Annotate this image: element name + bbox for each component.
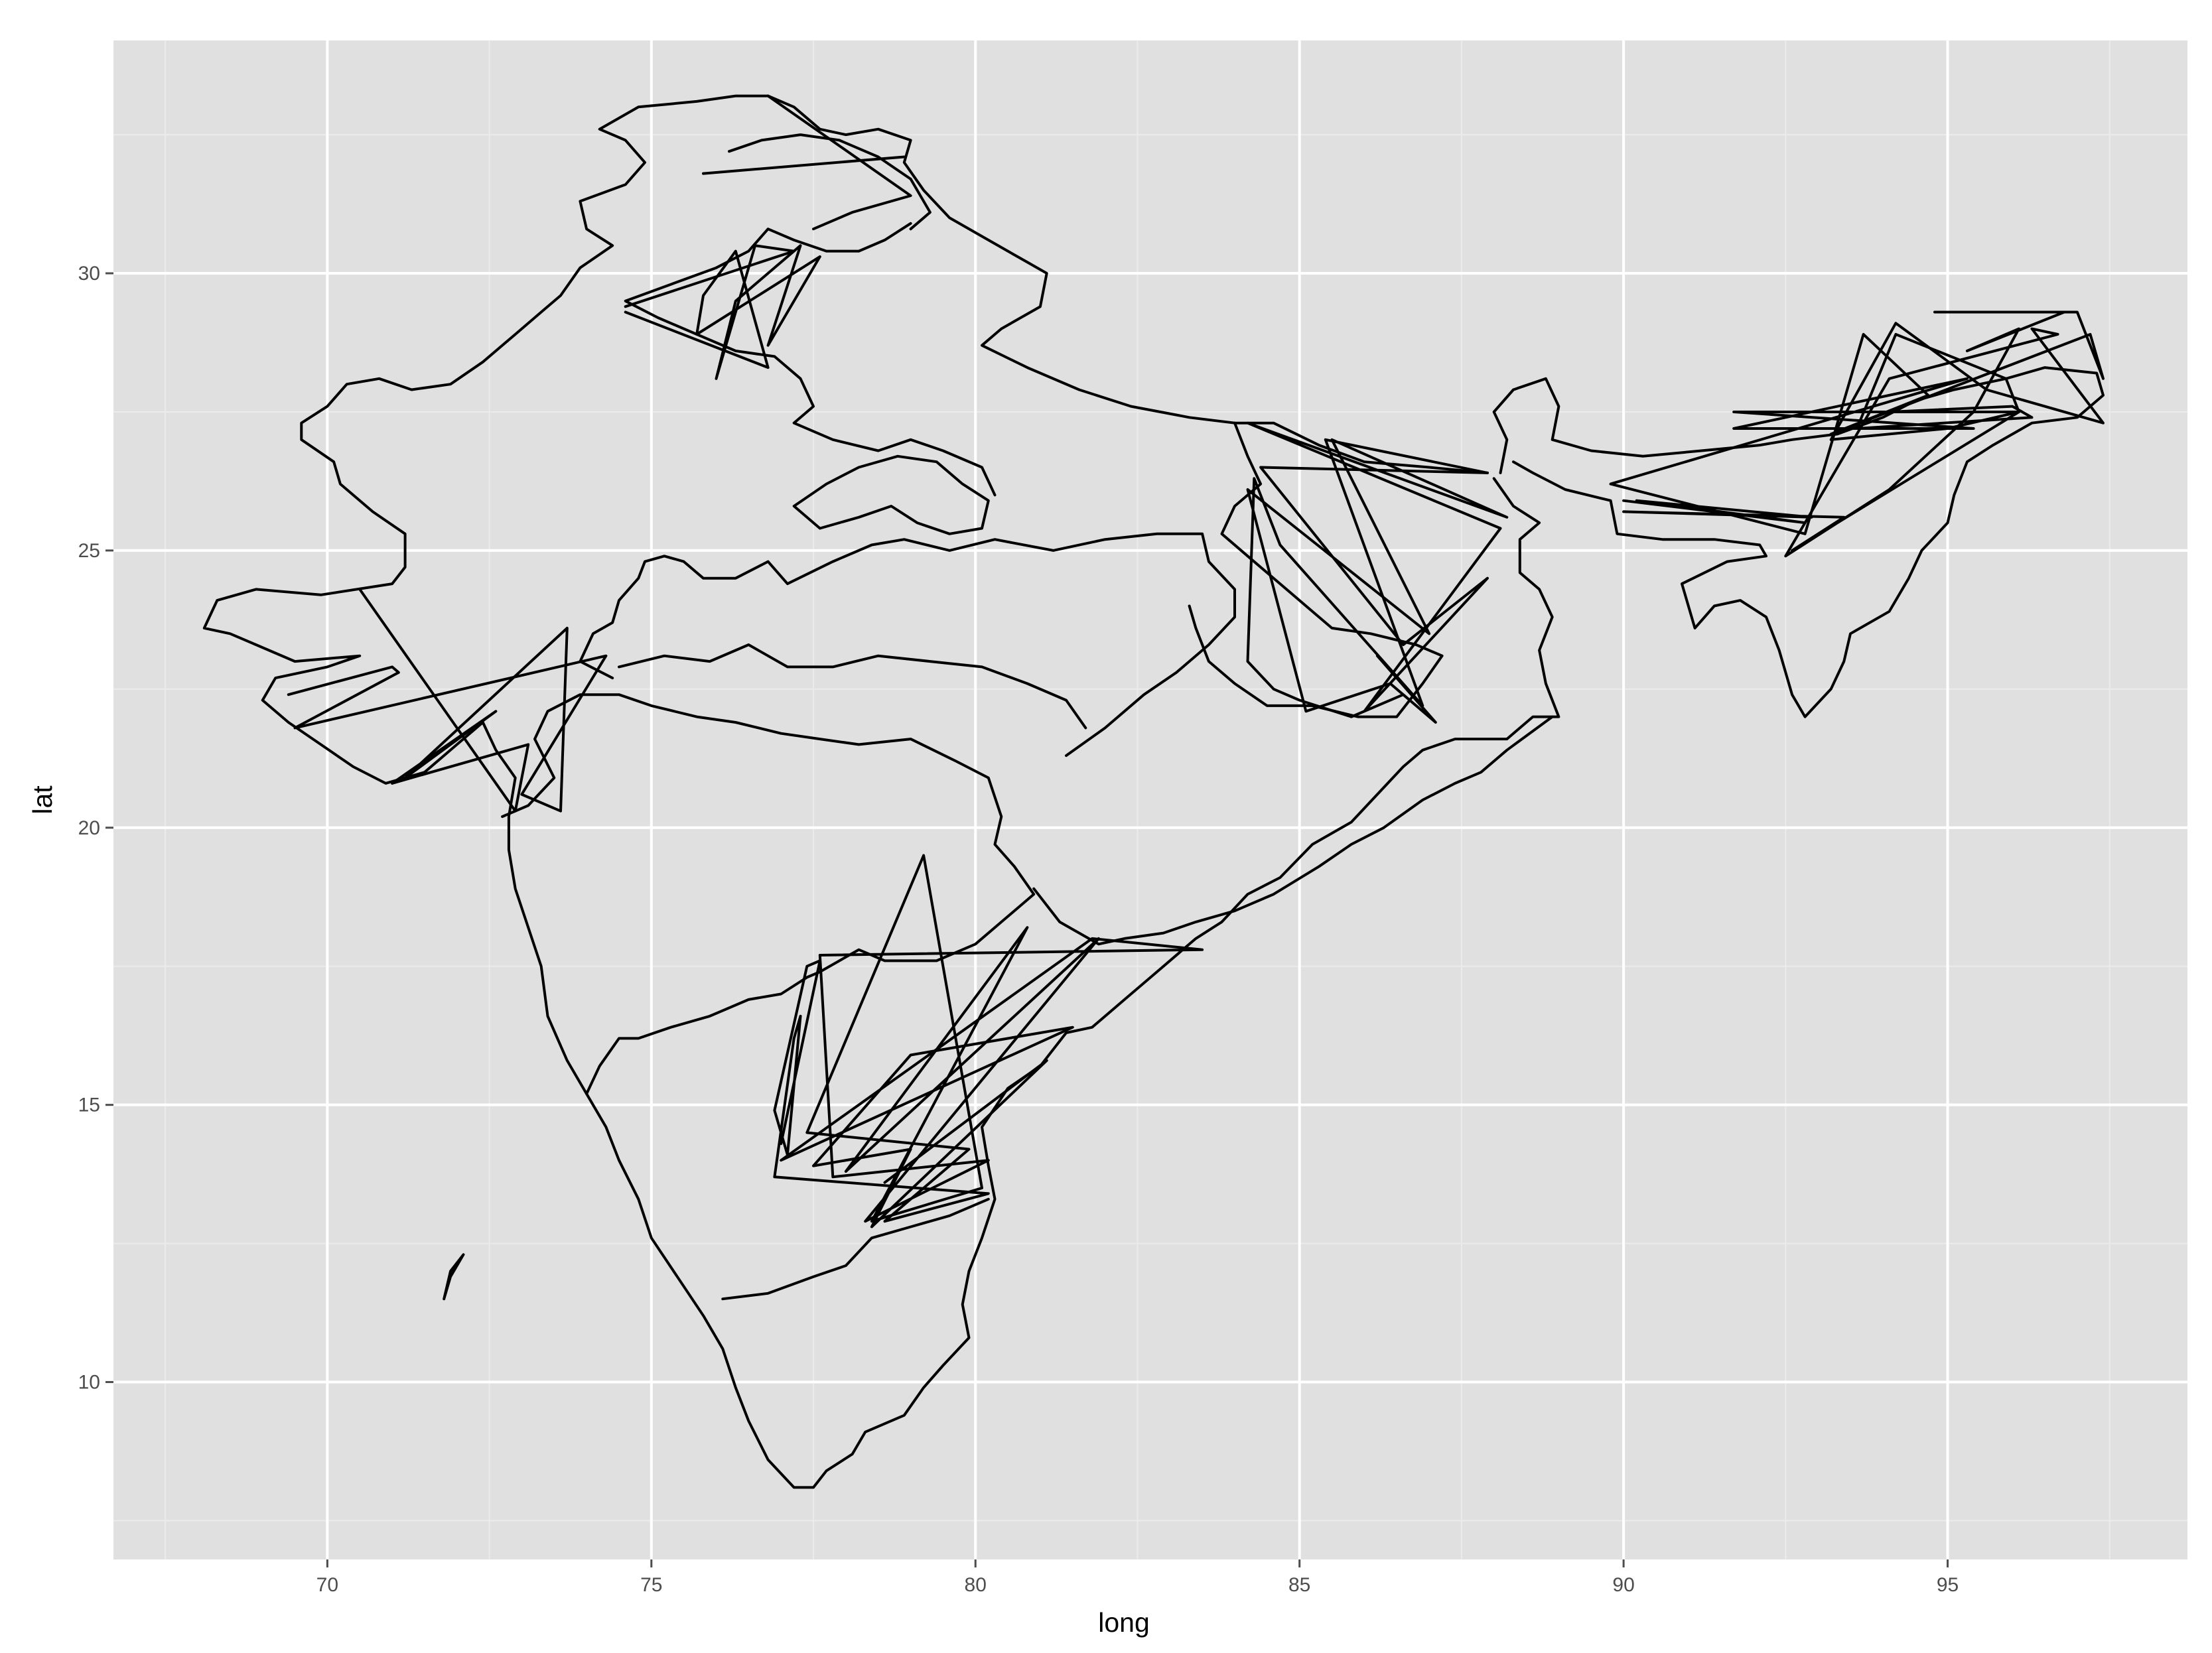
x-tick-label: 90 (1612, 1574, 1634, 1596)
x-axis-ticks: 70 75 80 85 90 95 (316, 1559, 1959, 1596)
major-gridlines (113, 40, 2187, 1559)
y-axis-ticks: 10 15 20 25 30 (78, 263, 113, 1394)
x-tick-label: 70 (316, 1574, 338, 1596)
map-outline-19 (766, 94, 912, 231)
map-outline-9 (792, 454, 990, 535)
map-outline-13 (443, 1253, 465, 1301)
map-outline-17 (624, 244, 821, 380)
map-outline-1 (766, 94, 1489, 474)
y-tick-label: 10 (78, 1372, 100, 1394)
y-tick-label: 15 (78, 1094, 100, 1116)
map-outline-18 (702, 155, 906, 175)
x-tick-label: 95 (1937, 1574, 1959, 1596)
y-tick-label: 25 (78, 540, 100, 562)
y-axis-title: lat (27, 785, 58, 815)
map-outline-5 (721, 1197, 990, 1301)
plot-panel (113, 40, 2187, 1559)
x-tick-label: 75 (640, 1574, 662, 1596)
map-outline-7 (579, 532, 1236, 758)
map-outline-2 (1492, 366, 2105, 718)
x-axis-title: long (1098, 1607, 1150, 1638)
x-tick-label: 80 (965, 1574, 987, 1596)
map-outlines (202, 94, 2105, 1489)
map-outline-8 (618, 643, 1087, 730)
x-tick-label: 85 (1288, 1574, 1310, 1596)
map-outline-14 (1246, 421, 1509, 724)
y-tick-label: 20 (78, 817, 100, 839)
map-outline-20 (1609, 310, 2105, 558)
map-outline-11 (728, 133, 932, 231)
map-outline-16 (287, 588, 608, 813)
map-outline-12 (1188, 421, 1444, 718)
map-outline-15 (773, 854, 1204, 1228)
y-tick-label: 30 (78, 263, 100, 285)
map-outline-4 (501, 693, 1036, 1095)
map-outline-3 (202, 94, 1560, 1489)
